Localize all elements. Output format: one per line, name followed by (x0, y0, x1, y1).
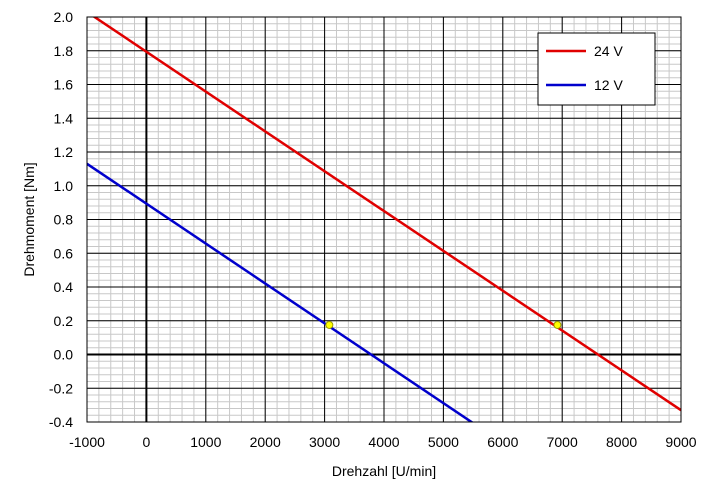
y-tick-label: 0.0 (54, 347, 74, 363)
legend-box (537, 32, 656, 106)
x-tick-label: 4000 (368, 434, 399, 450)
x-tick-label: -1000 (69, 434, 105, 450)
series-lines (87, 17, 681, 422)
x-tick-label: 9000 (665, 434, 696, 450)
y-tick-label: 1.0 (54, 178, 74, 194)
series-line-24v (92, 17, 681, 412)
y-tick-label: 0.8 (54, 212, 74, 228)
x-tick-label: 1000 (190, 434, 221, 450)
x-tick-labels: -1000 0 1000 2000 3000 4000 5000 6000 7000 8000 90… (69, 434, 697, 450)
y-tick-label: 1.4 (54, 110, 74, 126)
y-tick-label: 0.6 (54, 245, 74, 261)
x-tick-label: 6000 (487, 434, 518, 450)
series-line-12v (87, 162, 474, 422)
y-tick-label: 2.0 (54, 9, 74, 25)
y-tick-label: 1.6 (54, 77, 74, 93)
x-tick-label: 3000 (309, 434, 340, 450)
y-tick-label: 1.8 (54, 43, 74, 59)
x-tick-label: 5000 (428, 434, 459, 450)
legend-label-24v: 24 V (594, 43, 623, 59)
x-tick-label: 2000 (250, 434, 281, 450)
plot-frame (86, 16, 682, 423)
y-tick-label: 0.4 (54, 279, 74, 295)
operating-point-24v (553, 320, 562, 329)
x-axis-title: Drehzahl [U/min] (332, 463, 436, 479)
y-axis-title: Drehmoment [Nm] (21, 162, 37, 276)
legend: 24 V 12 V (537, 32, 656, 106)
legend-label-12v: 12 V (594, 77, 623, 93)
x-tick-label: 0 (143, 434, 151, 450)
x-tick-label: 8000 (606, 434, 637, 450)
y-tick-label: 1.2 (54, 144, 74, 160)
operating-point-markers (325, 320, 562, 329)
zero-axes (87, 17, 681, 422)
y-tick-labels: -0.4 -0.2 0.0 0.2 0.4 0.6 0.8 1.0 1.2 1.4 1.6 1.8 2.… (49, 9, 73, 430)
y-tick-label: 0.2 (54, 313, 74, 329)
operating-point-12v (325, 320, 334, 329)
y-tick-label: -0.4 (49, 414, 73, 430)
x-tick-label: 7000 (547, 434, 578, 450)
y-tick-label: -0.2 (49, 380, 73, 396)
